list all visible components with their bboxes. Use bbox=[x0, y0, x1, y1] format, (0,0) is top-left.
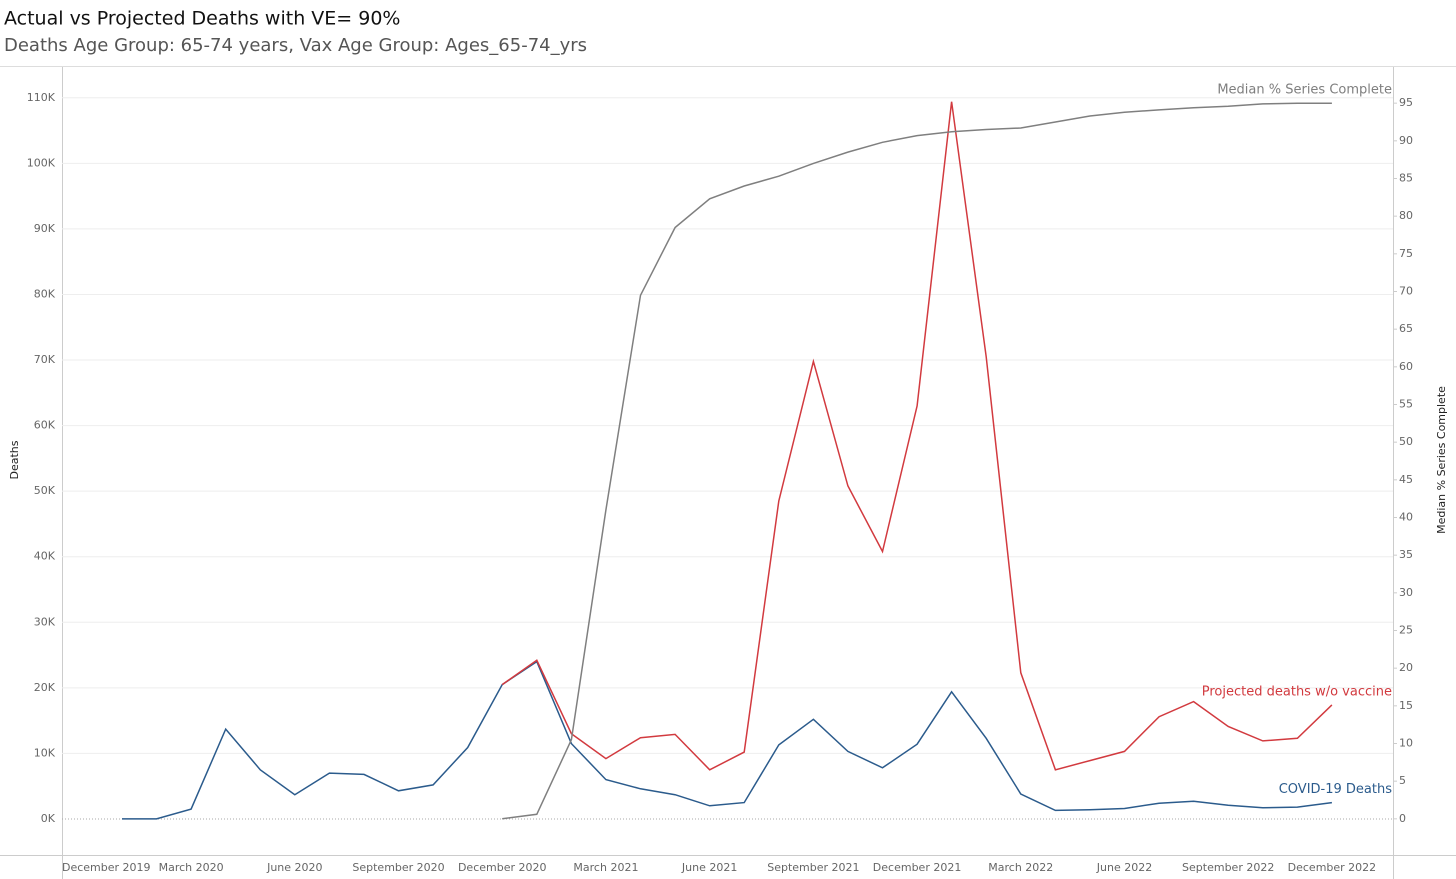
y-tick-label: 80K bbox=[34, 287, 56, 300]
x-tick-label: December 2022 bbox=[1288, 861, 1377, 874]
x-tick-label: June 2020 bbox=[266, 861, 322, 874]
y2-tick-label: 5 bbox=[1399, 774, 1406, 787]
y-tick-label: 110K bbox=[27, 91, 56, 104]
y-tick-label: 20K bbox=[34, 681, 56, 694]
y2-axis-title: Median % Series Complete bbox=[1435, 386, 1448, 534]
y-tick-label: 70K bbox=[34, 353, 56, 366]
y-tick-label: 60K bbox=[34, 419, 56, 432]
y-tick-label: 10K bbox=[34, 746, 56, 759]
x-tick-label: December 2019 bbox=[62, 861, 151, 874]
y2-tick-label: 60 bbox=[1399, 360, 1413, 373]
y-axis-title: Deaths bbox=[8, 440, 21, 479]
y2-tick-label: 0 bbox=[1399, 812, 1406, 825]
y2-tick-label: 40 bbox=[1399, 511, 1413, 524]
y2-tick-label: 25 bbox=[1399, 624, 1413, 637]
x-tick-label: June 2022 bbox=[1096, 861, 1152, 874]
x-tick-label: December 2020 bbox=[458, 861, 547, 874]
series-line bbox=[122, 660, 1332, 820]
y2-tick-label: 75 bbox=[1399, 247, 1413, 260]
y2-tick-label: 10 bbox=[1399, 737, 1413, 750]
series-line bbox=[502, 102, 1332, 820]
chart-subtitle: Deaths Age Group: 65-74 years, Vax Age G… bbox=[4, 35, 587, 56]
y2-tick-label: 50 bbox=[1399, 435, 1413, 448]
y2-tick-label: 85 bbox=[1399, 171, 1413, 184]
y-tick-label: 100K bbox=[27, 156, 56, 169]
y-tick-label: 90K bbox=[34, 222, 56, 235]
y-tick-label: 0K bbox=[41, 812, 56, 825]
x-tick-label: March 2020 bbox=[159, 861, 224, 874]
chart-title: Actual vs Projected Deaths with VE= 90% bbox=[4, 8, 400, 30]
y2-tick-label: 65 bbox=[1399, 322, 1413, 335]
y2-tick-label: 80 bbox=[1399, 209, 1413, 222]
x-tick-label: September 2020 bbox=[352, 861, 444, 874]
x-tick-label: March 2021 bbox=[573, 861, 638, 874]
y-tick-label: 30K bbox=[34, 615, 56, 628]
y2-tick-label: 45 bbox=[1399, 473, 1413, 486]
y2-tick-label: 70 bbox=[1399, 284, 1413, 297]
y2-tick-label: 55 bbox=[1399, 397, 1413, 410]
series-label: Projected deaths w/o vaccine bbox=[1202, 684, 1392, 699]
x-tick-label: June 2021 bbox=[681, 861, 737, 874]
series-line bbox=[501, 101, 1333, 771]
y2-tick-label: 90 bbox=[1399, 134, 1413, 147]
x-tick-label: December 2021 bbox=[873, 861, 962, 874]
y2-tick-label: 30 bbox=[1399, 586, 1413, 599]
y-tick-label: 40K bbox=[34, 550, 56, 563]
series-label: Median % Series Complete bbox=[1217, 83, 1392, 98]
y2-tick-label: 95 bbox=[1399, 96, 1413, 109]
x-tick-label: September 2022 bbox=[1182, 861, 1274, 874]
x-tick-label: March 2022 bbox=[988, 861, 1053, 874]
x-tick-label: September 2021 bbox=[767, 861, 859, 874]
y2-tick-label: 15 bbox=[1399, 699, 1413, 712]
y-tick-label: 50K bbox=[34, 484, 56, 497]
y2-tick-label: 35 bbox=[1399, 548, 1413, 561]
y2-tick-label: 20 bbox=[1399, 661, 1413, 674]
series-label: COVID-19 Deaths bbox=[1279, 782, 1392, 797]
